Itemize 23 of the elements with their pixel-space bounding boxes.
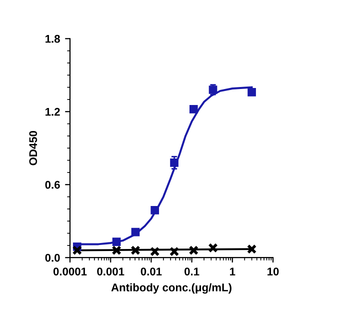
y-tick-label: 1.8 xyxy=(46,34,60,43)
x-tick-label: 0.001 xyxy=(97,268,124,276)
x-tick-label: 0.01 xyxy=(140,268,162,276)
point xyxy=(150,206,160,214)
y-tick-label: 1.2 xyxy=(46,108,60,116)
point xyxy=(170,158,178,167)
x-tick-label: 0.0001 xyxy=(53,268,87,276)
y-tick-label: 0.0 xyxy=(45,254,60,262)
point xyxy=(169,246,180,256)
point xyxy=(208,243,218,253)
y-axis-title: OD450 xyxy=(29,130,38,166)
point xyxy=(150,246,160,256)
y-tick-label: 0.6 xyxy=(45,180,60,189)
x-tick-label: 10 xyxy=(268,268,279,276)
point xyxy=(130,245,140,256)
point xyxy=(112,245,122,256)
point xyxy=(112,238,121,246)
x-axis-title: Antibody conc.(μg/mL) xyxy=(111,283,232,294)
point xyxy=(189,105,198,114)
x-tick-label: 0.1 xyxy=(184,268,200,276)
point xyxy=(188,245,199,256)
x-tick-label: 1 xyxy=(230,268,236,276)
point xyxy=(131,228,140,236)
